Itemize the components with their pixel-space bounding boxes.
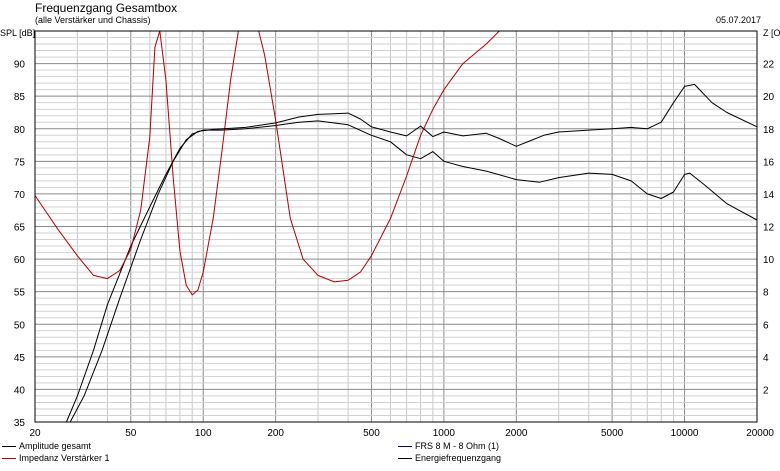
y-tick-label-right: 12 (763, 223, 775, 234)
legend-label: Amplitude gesamt (19, 441, 92, 451)
tick-labels: 20 50 100 200 500 1000 2000 5000 10000 20000 35 40 4… (14, 60, 775, 439)
y-tick-label-left: 35 (14, 418, 26, 429)
chart-subtitle: (alle Verstärker und Chassis) (35, 15, 151, 25)
y-tick-label-left: 85 (14, 92, 26, 103)
legend-item-energy: Energiefrequenzgang (398, 453, 501, 463)
x-tick-label: 10000 (671, 428, 699, 439)
y-tick-label-left: 65 (14, 223, 26, 234)
y-tick-label-right: 8 (763, 288, 769, 299)
chart-date: 05.07.2017 (716, 15, 762, 25)
y-tick-label-right: 18 (763, 125, 775, 136)
series-line-amplitude-gesamt (35, 120, 758, 423)
legend-item-amplitude: Amplitude gesamt (2, 441, 91, 451)
legend-label: FRS 8 M - 8 Ohm (1) (415, 441, 500, 451)
legend-swatch (398, 446, 412, 448)
legend-swatch (2, 458, 16, 460)
series-line-energiefrequenzgang (35, 83, 758, 423)
y-axis-right-label: Z [Ohm] (763, 28, 780, 38)
legend-item-impedance: Impedanz Verstärker 1 (2, 453, 110, 463)
grid (34, 31, 758, 422)
y-tick-label-right: 14 (763, 190, 775, 201)
x-tick-label: 1000 (433, 428, 456, 439)
x-tick-label: 50 (125, 428, 137, 439)
x-tick-label: 2000 (505, 428, 528, 439)
y-tick-label-right: 22 (763, 60, 775, 71)
y-tick-label-right: 4 (763, 353, 769, 364)
y-tick-label-left: 40 (14, 385, 26, 396)
x-tick-label: 200 (267, 428, 284, 439)
y-tick-label-left: 50 (14, 320, 26, 331)
y-tick-label-left: 45 (14, 353, 26, 364)
y-tick-label-left: 75 (14, 157, 26, 168)
y-tick-label-right: 16 (763, 157, 775, 168)
legend-label: Energiefrequenzgang (415, 453, 502, 463)
y-tick-label-left: 70 (14, 190, 26, 201)
legend-swatch (2, 446, 16, 448)
y-tick-label-left: 55 (14, 288, 26, 299)
x-tick-label: 20 (29, 428, 41, 439)
y-axis-left-label: SPL [dB] (0, 28, 36, 38)
x-tick-label: 20000 (746, 428, 774, 439)
y-tick-label-left: 90 (14, 60, 26, 71)
y-tick-label-right: 20 (763, 92, 775, 103)
y-tick-label-right: 10 (763, 255, 775, 266)
y-tick-label-left: 60 (14, 255, 26, 266)
legend-swatch (398, 458, 412, 460)
y-tick-label-right: 2 (763, 385, 769, 396)
y-tick-label-right: 6 (763, 320, 769, 331)
chart-title: Frequenzgang Gesamtbox (35, 1, 178, 15)
y-tick-label-left: 80 (14, 125, 26, 136)
plot-frame (34, 30, 758, 423)
x-tick-label: 5000 (601, 428, 624, 439)
legend-item-frs8m: FRS 8 M - 8 Ohm (1) (398, 441, 499, 451)
legend-label: Impedanz Verstärker 1 (19, 453, 110, 463)
x-tick-label: 100 (195, 428, 212, 439)
x-tick-label: 500 (363, 428, 380, 439)
